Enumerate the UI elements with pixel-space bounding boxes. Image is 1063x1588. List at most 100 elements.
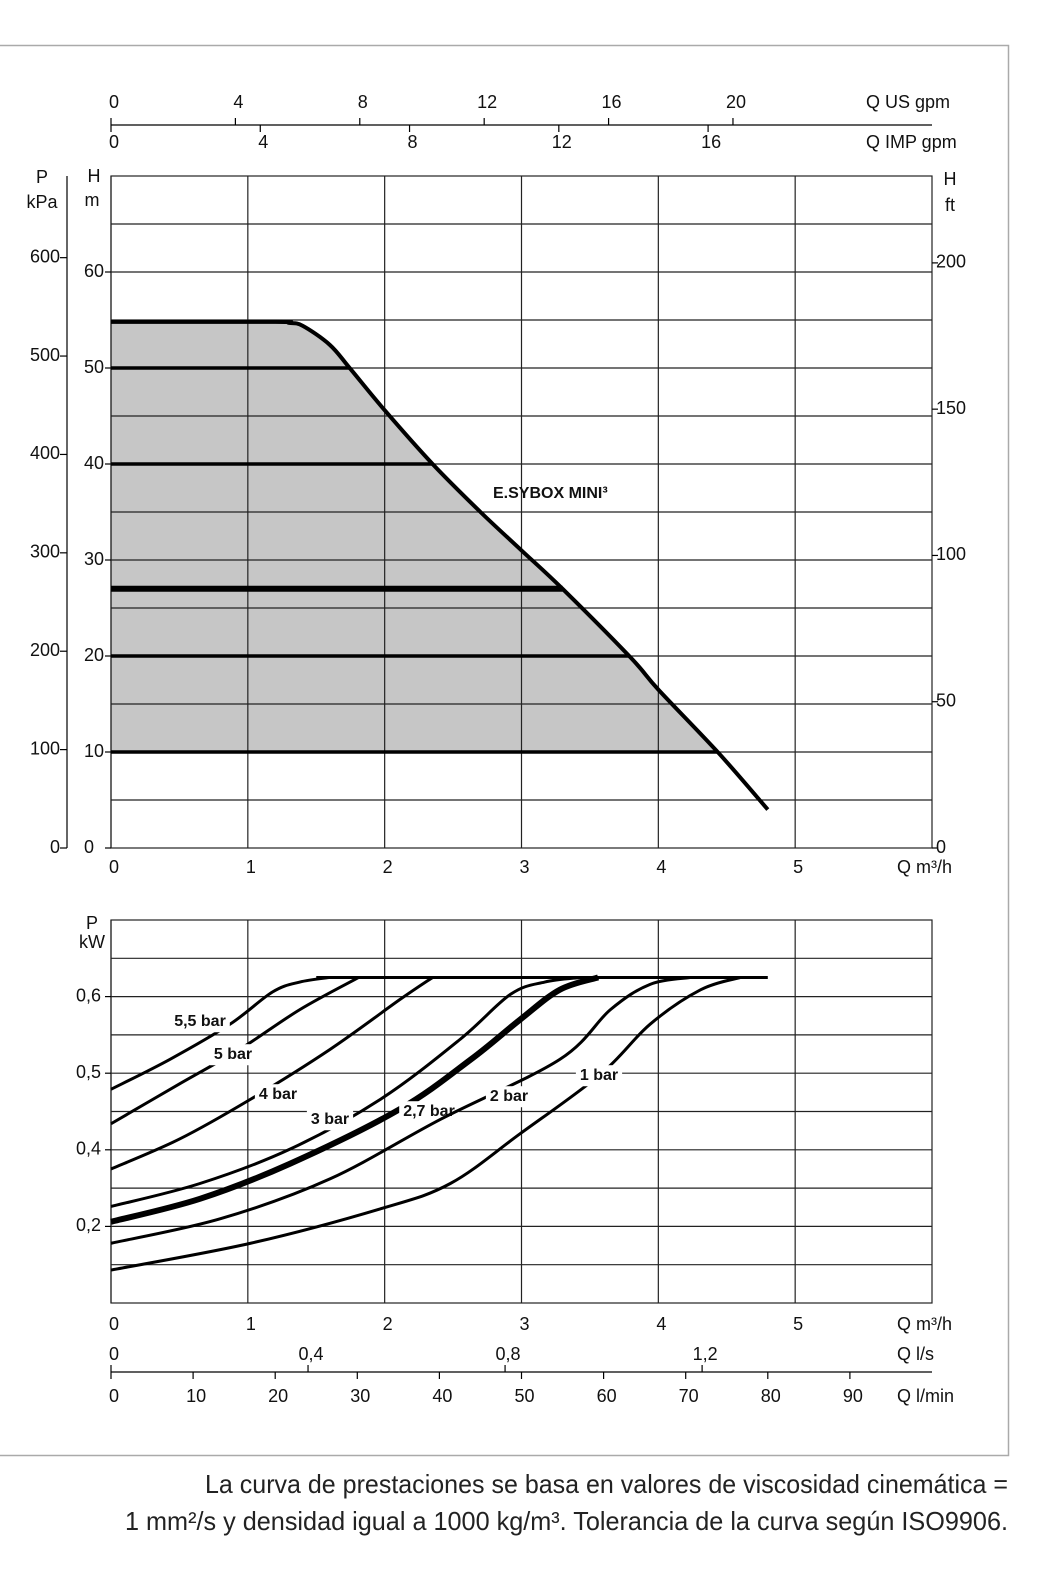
y-axis-title: H [88,166,101,186]
top-tick-label: 8 [358,92,368,112]
p-tick-label: 500 [30,345,60,365]
bottom-tick-label: 0 [109,1386,119,1406]
bottom-tick-label: 90 [843,1386,863,1406]
y-tick-label: 30 [84,549,104,569]
bottom-tick-label: 30 [350,1386,370,1406]
label-background [209,1044,257,1066]
bottom-tick-label: 50 [514,1386,534,1406]
x-tick-label: 3 [519,857,529,877]
curve-label: 4 bar [259,1086,297,1103]
top-tick-label: 16 [602,92,622,112]
p-axis-unit: kPa [26,192,58,212]
y-axis-unit: m [85,190,100,210]
y-tick-label: 0,6 [76,985,101,1005]
curve-label: 3 bar [311,1111,349,1128]
x-tick-label: 5 [793,1314,803,1334]
curve-label: E.SYBOX MINI³ [493,485,608,502]
y2-tick-label: 50 [936,690,956,710]
plot-border [110,919,933,1304]
y-axis-title: P [86,913,98,933]
x-tick-label: 4 [656,857,666,877]
top-tick-label: 8 [408,132,418,152]
x-tick-label: 3 [519,1314,529,1334]
y-tick-label: 50 [84,357,104,377]
label-background [485,1086,533,1108]
x-axis-title: Q m³/h [897,857,952,877]
bottom-tick-label: 1,2 [693,1344,718,1364]
bottom-tick-label: 70 [679,1386,699,1406]
top-axis-title: Q US gpm [866,92,950,112]
top-tick-label: 12 [552,132,572,152]
frame [0,44,1010,1457]
y-tick-label: 40 [84,453,104,473]
y2-axis-unit: ft [945,195,955,215]
bottom-tick-label: 20 [268,1386,288,1406]
top-tick-label: 16 [701,132,721,152]
p-tick-label: 400 [30,443,60,463]
label-background [306,1109,354,1131]
curve-label: 5 bar [214,1046,252,1063]
y-tick-label: 20 [84,645,104,665]
y2-axis-title: H [944,169,957,189]
x-tick-label: 2 [383,857,393,877]
curve [110,975,331,1091]
footnote: La curva de prestaciones se basa en valo… [205,1469,1008,1499]
label-background [170,1011,230,1033]
p-tick-label: 100 [30,738,60,758]
top-tick-label: 4 [233,92,243,112]
operating-area [111,321,718,752]
top-tick-label: 20 [726,92,746,112]
p-tick-label: 600 [30,246,60,266]
x-tick-label: 1 [246,857,256,877]
bottom-tick-label: 40 [432,1386,452,1406]
top-tick-label: 4 [258,132,268,152]
y-axis-unit: kW [79,932,105,952]
curve-label: 2,7 bar [403,1103,455,1120]
curve-label: 1 bar [580,1067,618,1084]
y2-tick-label: 0 [936,837,946,857]
top-axis-title: Q IMP gpm [866,132,957,152]
x-tick-label: 0 [109,857,119,877]
bottom-axis-title: Q l/min [897,1386,954,1406]
x-tick-label: 5 [793,857,803,877]
bottom-axis-title: Q l/s [897,1344,934,1364]
bottom-tick-label: 0,8 [496,1344,521,1364]
y-tick-label: 0,4 [76,1139,101,1159]
p-tick-label: 200 [30,640,60,660]
top-tick-label: 0 [109,132,119,152]
label-background [254,1084,302,1106]
label-background [575,1065,623,1087]
curve [110,976,434,1171]
y2-tick-label: 200 [936,252,966,272]
x-tick-label: 0 [109,1314,119,1334]
bottom-tick-label: 80 [761,1386,781,1406]
x-tick-label: 2 [383,1314,393,1334]
top-tick-label: 0 [109,92,119,112]
p-tick-label: 300 [30,542,60,562]
x-tick-label: 4 [656,1314,666,1334]
x-tick-label: 1 [246,1314,256,1334]
bottom-tick-label: 0,4 [299,1344,324,1364]
y-tick-label: 0,5 [76,1062,101,1082]
bottom-tick-label: 0 [109,1344,119,1364]
curve [110,976,741,1272]
curve-label: 2 bar [490,1088,528,1105]
y-tick-label: 10 [84,741,104,761]
p-axis-title: P [36,167,48,187]
x-axis-title: Q m³/h [897,1314,952,1334]
y2-tick-label: 100 [936,544,966,564]
curve [110,975,581,1208]
curve [110,975,692,1245]
plot-border [110,175,933,849]
top-tick-label: 12 [477,92,497,112]
footnote: 1 mm²/s y densidad igual a 1000 kg/m³. T… [125,1506,1008,1536]
p-tick-label: 0 [50,837,60,857]
curve-label: 5,5 bar [174,1013,226,1030]
y-tick-label: 0 [84,837,94,857]
bottom-tick-label: 60 [597,1386,617,1406]
y-tick-label: 60 [84,261,104,281]
y2-tick-label: 150 [936,398,966,418]
curve [110,319,770,811]
